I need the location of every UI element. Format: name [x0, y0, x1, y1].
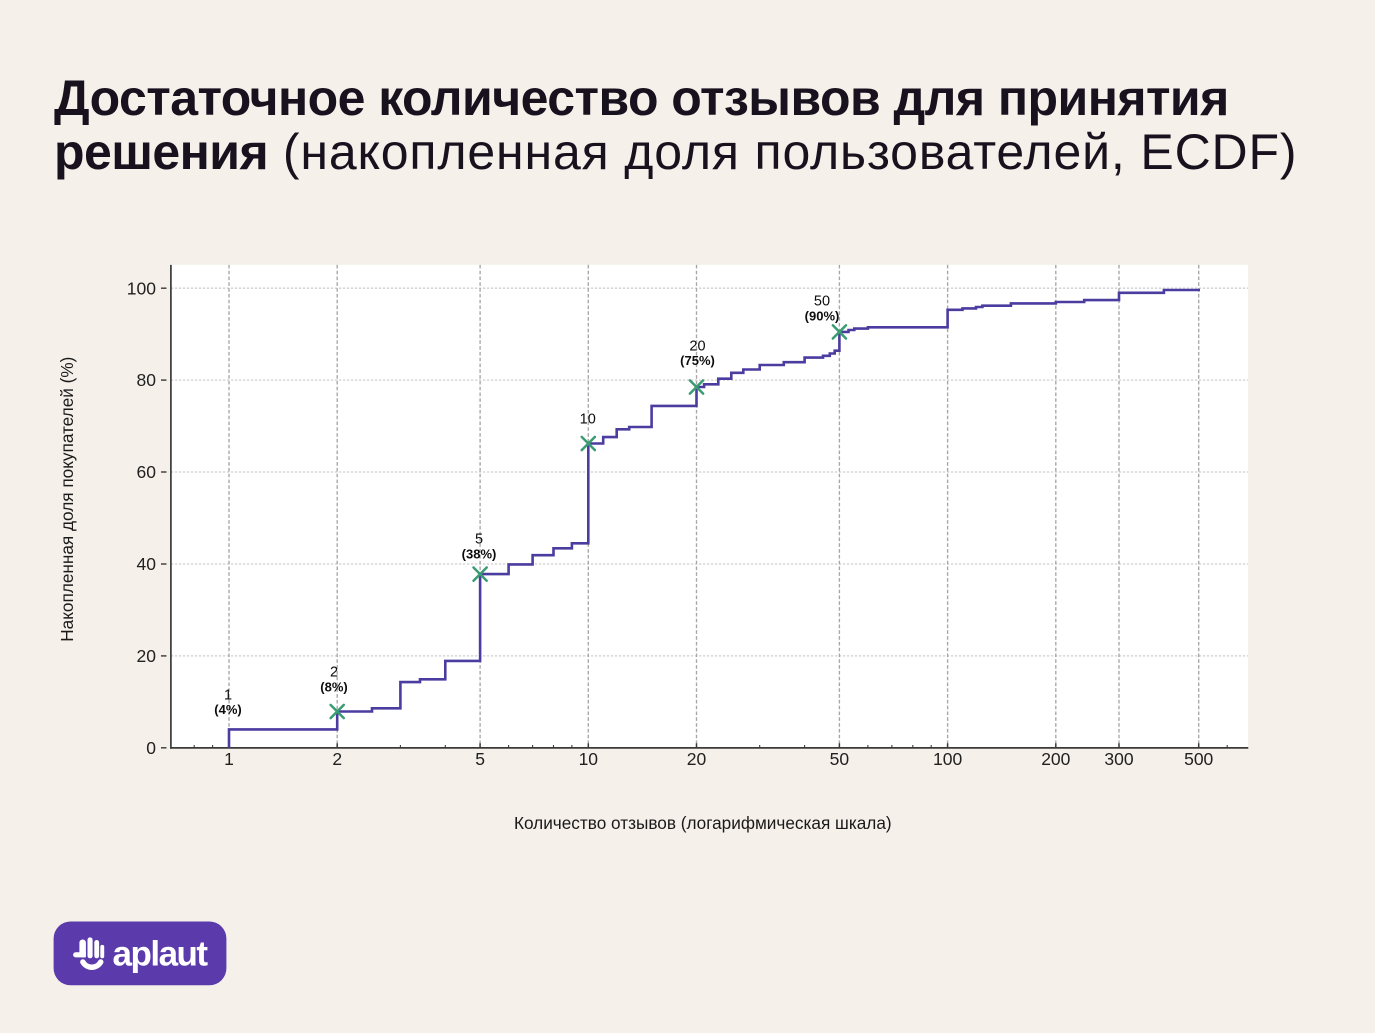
- svg-text:Накопленная доля покупателей (: Накопленная доля покупателей (%): [57, 357, 77, 642]
- svg-text:(8%): (8%): [320, 680, 347, 695]
- svg-text:1: 1: [224, 749, 234, 769]
- svg-text:60: 60: [137, 462, 157, 482]
- svg-text:50: 50: [830, 749, 850, 769]
- svg-text:(4%): (4%): [214, 702, 241, 717]
- svg-text:20: 20: [689, 339, 705, 355]
- svg-text:200: 200: [1041, 749, 1070, 769]
- svg-text:300: 300: [1104, 749, 1133, 769]
- svg-text:80: 80: [137, 370, 157, 390]
- svg-text:40: 40: [137, 554, 157, 574]
- svg-text:(38%): (38%): [462, 547, 497, 562]
- svg-text:100: 100: [933, 749, 962, 769]
- svg-text:500: 500: [1184, 749, 1213, 769]
- svg-text:20: 20: [137, 646, 157, 666]
- svg-text:10: 10: [580, 411, 596, 427]
- svg-text:2: 2: [330, 665, 338, 681]
- svg-text:50: 50: [814, 294, 830, 310]
- svg-text:10: 10: [579, 749, 599, 769]
- svg-text:(90%): (90%): [805, 309, 840, 324]
- svg-text:100: 100: [127, 278, 156, 298]
- svg-text:1: 1: [224, 688, 232, 704]
- svg-text:aplaut: aplaut: [113, 935, 209, 974]
- svg-text:20: 20: [687, 749, 707, 769]
- svg-text:2: 2: [332, 749, 342, 769]
- svg-text:(75%): (75%): [680, 353, 715, 368]
- svg-text:Количество отзывов (логарифмич: Количество отзывов (логарифмическая шкал…: [514, 813, 892, 833]
- svg-text:5: 5: [475, 749, 485, 769]
- svg-text:5: 5: [475, 532, 483, 548]
- svg-text:0: 0: [146, 738, 156, 758]
